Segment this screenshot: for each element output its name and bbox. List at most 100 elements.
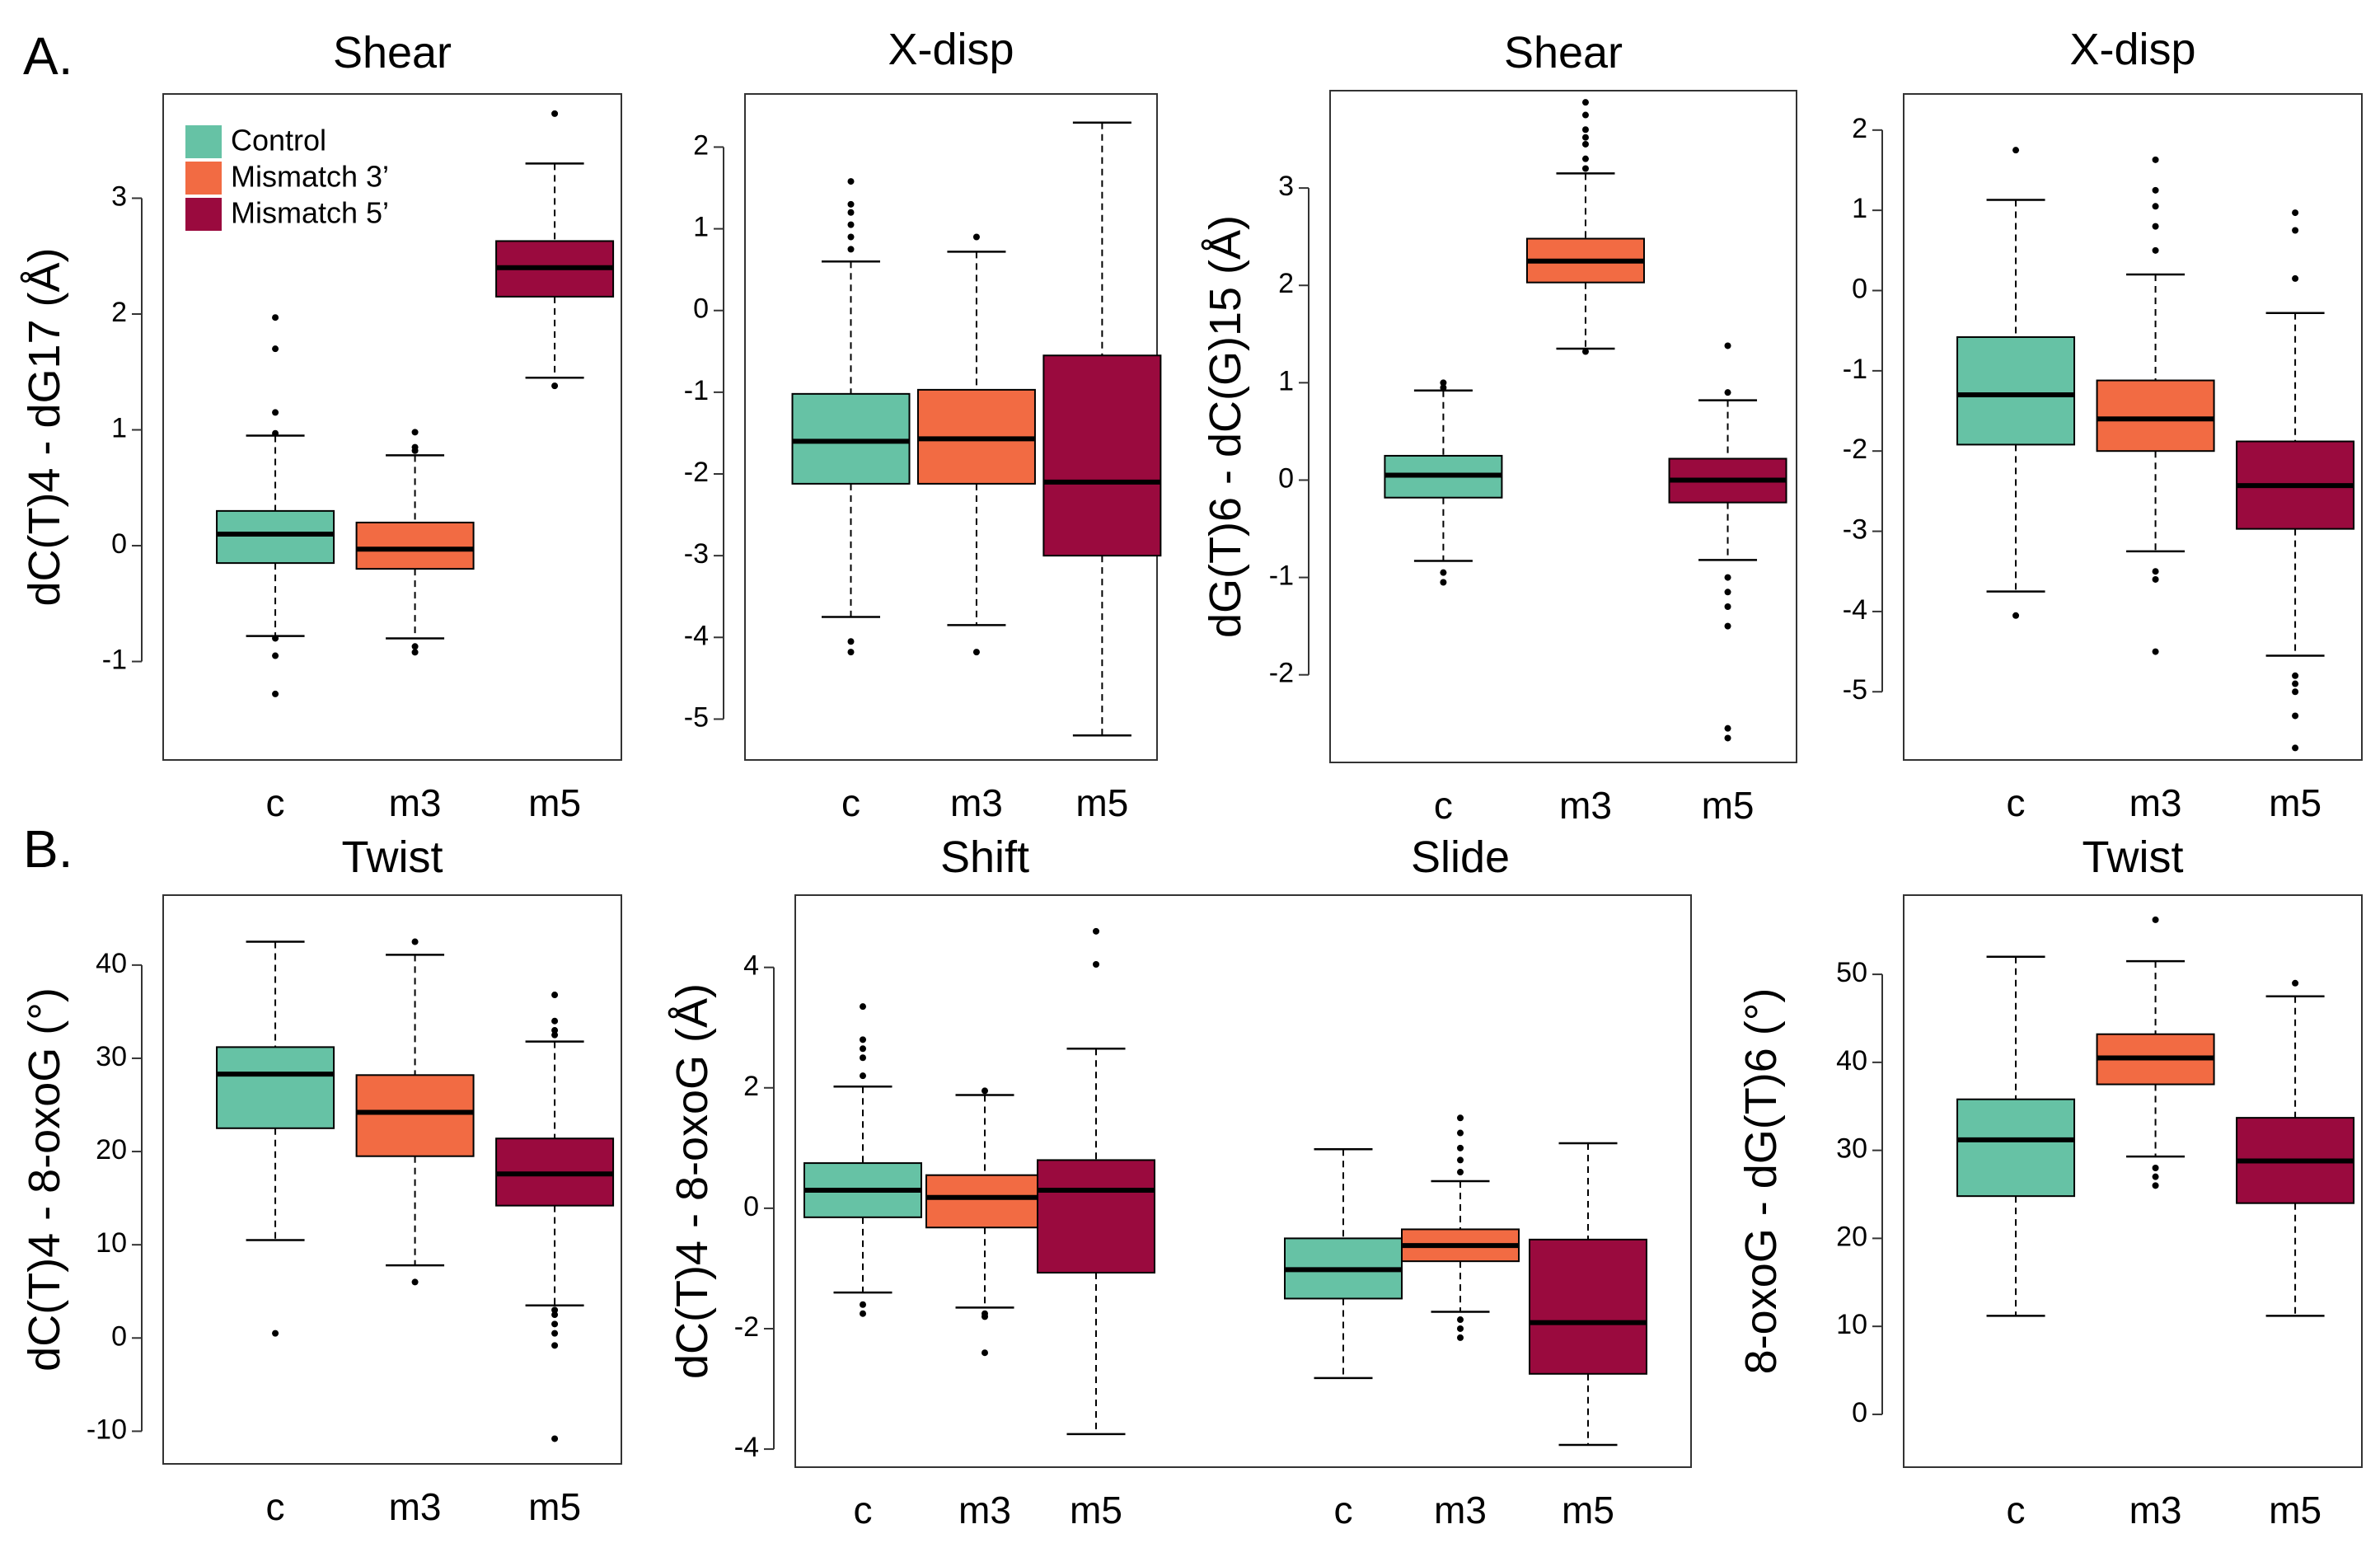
x-tick-label: c [1434, 784, 1453, 827]
outlier-point [1457, 1114, 1464, 1122]
outlier-point [860, 1301, 866, 1308]
outlier-point [551, 1320, 559, 1328]
outlier-point [847, 649, 855, 656]
outlier-point [1724, 389, 1731, 396]
y-tick-label: 2 [693, 129, 709, 161]
box-m5 [2236, 979, 2355, 1317]
box-m5 [1042, 121, 1162, 737]
panel-a4: -5 -4 -3 -2 -1 0 1 2 X-disp c m3 m5 [1843, 25, 2363, 824]
box-m5 [1037, 927, 1155, 1436]
y-tick-label: 10 [1836, 1309, 1867, 1340]
box-c [791, 178, 911, 656]
outlier-point [2292, 979, 2299, 987]
x-tick-label: c [2007, 1489, 2026, 1531]
x-tick-label: m3 [389, 1485, 442, 1528]
outlier-point [2152, 1182, 2159, 1189]
y-tick-label: -5 [684, 701, 709, 733]
box-c [1956, 955, 2076, 1317]
outlier-point [982, 1087, 988, 1095]
x-tick-label: m3 [2129, 1489, 2182, 1531]
outlier-point [847, 246, 855, 253]
legend-label: Control [231, 124, 326, 157]
panel-a1: -1 0 1 2 3 dC(T)4 - dG17 (Å) Shear c m3 m5 Control… [20, 28, 622, 824]
outlier-point [1457, 1334, 1464, 1341]
panel-title: Shear [333, 28, 452, 77]
outlier-point [551, 992, 559, 999]
box-m3 [2096, 156, 2215, 655]
section-label-b: B. [23, 819, 73, 879]
plot-frame [1329, 90, 1797, 763]
outlier-point [1581, 111, 1589, 119]
box-m3 [355, 938, 475, 1286]
outlier-point [2292, 744, 2299, 752]
panel-title: X-disp [2069, 25, 2195, 74]
plot-frame [1903, 894, 2363, 1468]
panel-title: X-disp [888, 25, 1014, 74]
outlier-point [1724, 574, 1731, 581]
outlier-point [2152, 186, 2159, 194]
outlier-point [2152, 223, 2159, 230]
x-tick-label: m3 [389, 781, 442, 824]
y-tick-label: 1 [111, 412, 127, 443]
y-tick-label: 3 [1278, 171, 1294, 202]
y-tick-label: -2 [1269, 658, 1294, 689]
y-tick-label: 2 [1278, 268, 1294, 299]
y-tick-label: 0 [1852, 1397, 1867, 1428]
y-tick-label: -4 [684, 620, 709, 651]
outlier-point [2152, 575, 2159, 583]
outlier-point [1457, 1169, 1464, 1176]
outlier-point [411, 429, 419, 436]
y-tick-label: 1 [1278, 365, 1294, 396]
legend-label: Mismatch 5’ [231, 196, 389, 230]
outlier-point [411, 447, 419, 454]
box-m5 [1668, 342, 1787, 742]
y-tick-label: -5 [1843, 674, 1867, 706]
outlier-point [551, 1027, 559, 1034]
outlier-point [982, 1349, 988, 1357]
outlier-point [551, 1306, 559, 1314]
y-tick-label: 40 [1836, 1045, 1867, 1076]
outlier-point [2152, 1164, 2159, 1171]
panel-a3: -2 -1 0 1 2 3 dG(T)6 - dC(G)15 (Å) Shear c m3 m5 [1201, 28, 1797, 827]
box-c [1284, 1148, 1403, 1380]
iqr-box [1956, 1098, 2076, 1198]
y-tick-label: 0 [111, 528, 127, 560]
iqr-box [2096, 379, 2215, 453]
outlier-point [1457, 1129, 1464, 1137]
box-c [1956, 147, 2076, 619]
outlier-point [2152, 156, 2159, 163]
plot-frame [1903, 93, 2363, 761]
x-tick-label: m5 [1702, 784, 1755, 827]
x-tick-label: c [841, 781, 860, 824]
outlier-point [847, 178, 855, 185]
y-axis-label: 8-oxoG - dG(T)6 (°) [1736, 988, 1786, 1375]
y-tick-label: 40 [96, 948, 127, 979]
y-tick-label: -1 [1843, 354, 1867, 385]
outlier-point [1457, 1144, 1464, 1151]
outlier-point [1093, 961, 1099, 968]
outlier-point [272, 1330, 279, 1337]
outlier-point [551, 1435, 559, 1442]
outlier-point [1581, 348, 1589, 355]
outlier-point [1724, 622, 1731, 630]
plot-frame [162, 894, 622, 1465]
iqr-box [355, 1074, 475, 1157]
outlier-point [860, 1045, 866, 1053]
y-tick-label: 1 [1852, 193, 1867, 224]
box-c [216, 314, 335, 697]
y-tick-label: -1 [1269, 560, 1294, 592]
box-m3 [355, 429, 475, 656]
outlier-point [272, 429, 279, 437]
box-c [1384, 379, 1503, 586]
outlier-point [1440, 384, 1447, 392]
box-m3 [1525, 99, 1645, 355]
y-tick-label: -2 [1843, 434, 1867, 465]
plot-frame [162, 93, 622, 761]
box-c [216, 940, 335, 1337]
x-tick-label: c [1334, 1489, 1353, 1531]
outlier-point [860, 1310, 866, 1317]
y-tick-label: 2 [111, 297, 127, 328]
outlier-point [1581, 99, 1589, 106]
